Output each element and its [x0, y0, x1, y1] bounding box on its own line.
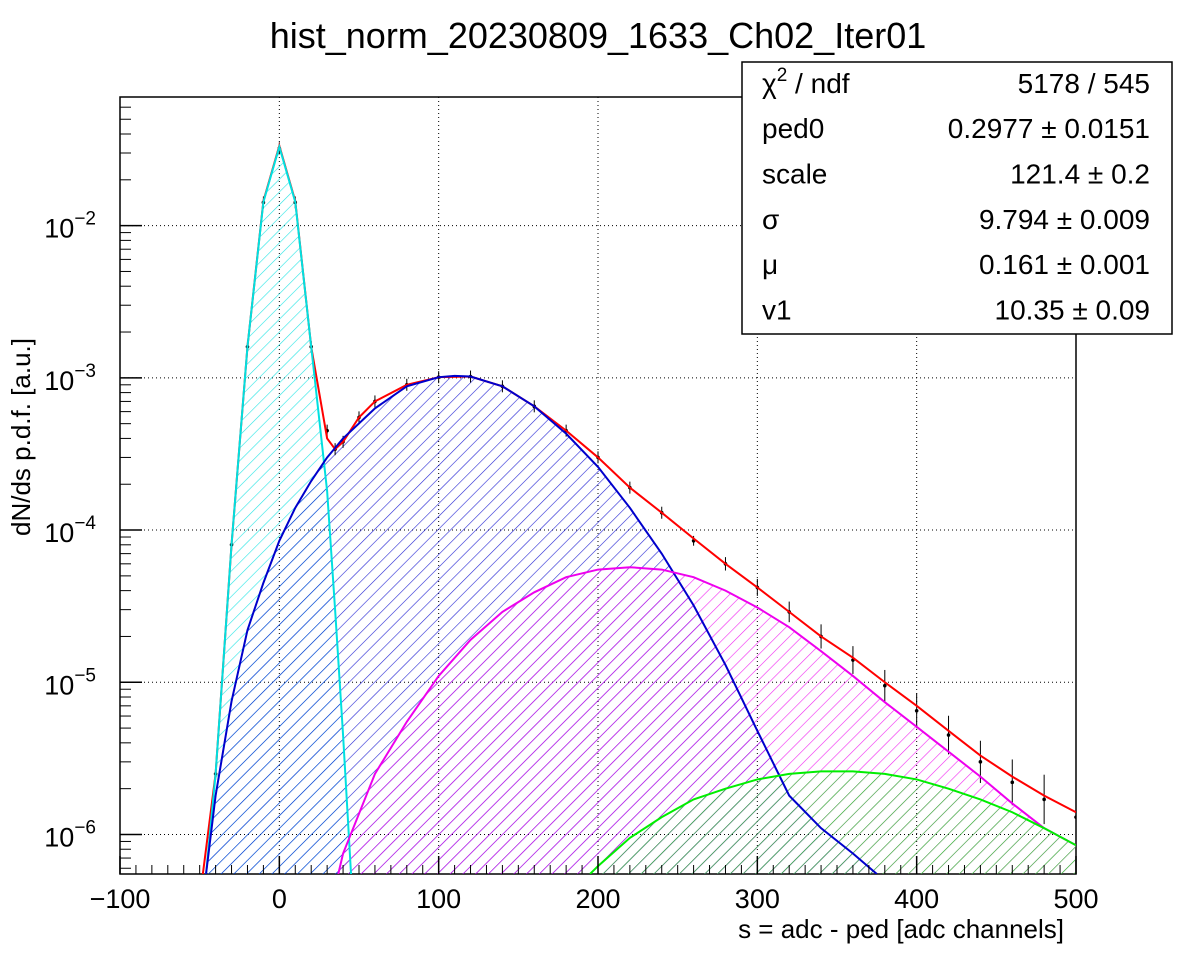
data-point	[978, 760, 983, 764]
x-tick-label: 0	[272, 884, 287, 914]
y-tick-label: 10−4	[44, 513, 96, 548]
x-tick-label: 500	[1053, 884, 1098, 914]
series-line-4	[337, 566, 1076, 874]
stats-label: σ	[762, 204, 779, 235]
series-line-3	[205, 374, 878, 874]
stats-value: 121.4 ± 0.2	[1010, 158, 1150, 189]
data-point	[1042, 797, 1046, 802]
series-line-2	[205, 143, 353, 874]
data-layer	[201, 142, 1076, 874]
series-line-5	[589, 770, 1076, 874]
y-axis-label: dN/ds p.d.f. [a.u.]	[6, 338, 36, 536]
stats-value: 0.2977 ± 0.0151	[948, 113, 1150, 144]
x-tick-label: 400	[894, 884, 939, 914]
data-point	[914, 708, 919, 713]
y-tick-label: 10−6	[44, 817, 96, 852]
y-tick-label: 10−5	[44, 665, 96, 700]
stats-label: ped0	[762, 113, 824, 144]
stats-value: 0.161 ± 0.001	[979, 249, 1150, 280]
y-tick-label: 10−3	[44, 361, 96, 396]
chart-title: hist_norm_20230809_1633_Ch02_Iter01	[270, 15, 927, 56]
stats-label: χ2 / ndf	[762, 65, 850, 99]
data-point	[883, 683, 887, 688]
stats-label: scale	[762, 158, 827, 189]
stats-value: 9.794 ± 0.009	[979, 204, 1150, 235]
stats-box: χ2 / ndf 5178 / 545 ped0 0.2977 ± 0.0151 sca…	[741, 61, 1173, 335]
stats-value: 10.35 ± 0.09	[995, 294, 1151, 325]
stats-box-frame	[741, 61, 1173, 335]
x-tick-label: −100	[90, 884, 151, 914]
stats-label: v1	[762, 294, 792, 325]
x-axis-label: s = adc - ped [adc channels]	[738, 914, 1064, 944]
series-fill-5	[590, 771, 1076, 874]
data-point	[946, 733, 951, 737]
stats-value: 5178 / 545	[1018, 68, 1150, 99]
x-tick-label: 200	[575, 884, 620, 914]
y-tick-label: 10−2	[44, 209, 96, 244]
data-point	[1074, 815, 1076, 819]
stats-label: μ	[762, 249, 778, 280]
x-tick-label: 300	[735, 884, 780, 914]
data-point	[1010, 780, 1015, 785]
x-tick-label: 100	[416, 884, 461, 914]
